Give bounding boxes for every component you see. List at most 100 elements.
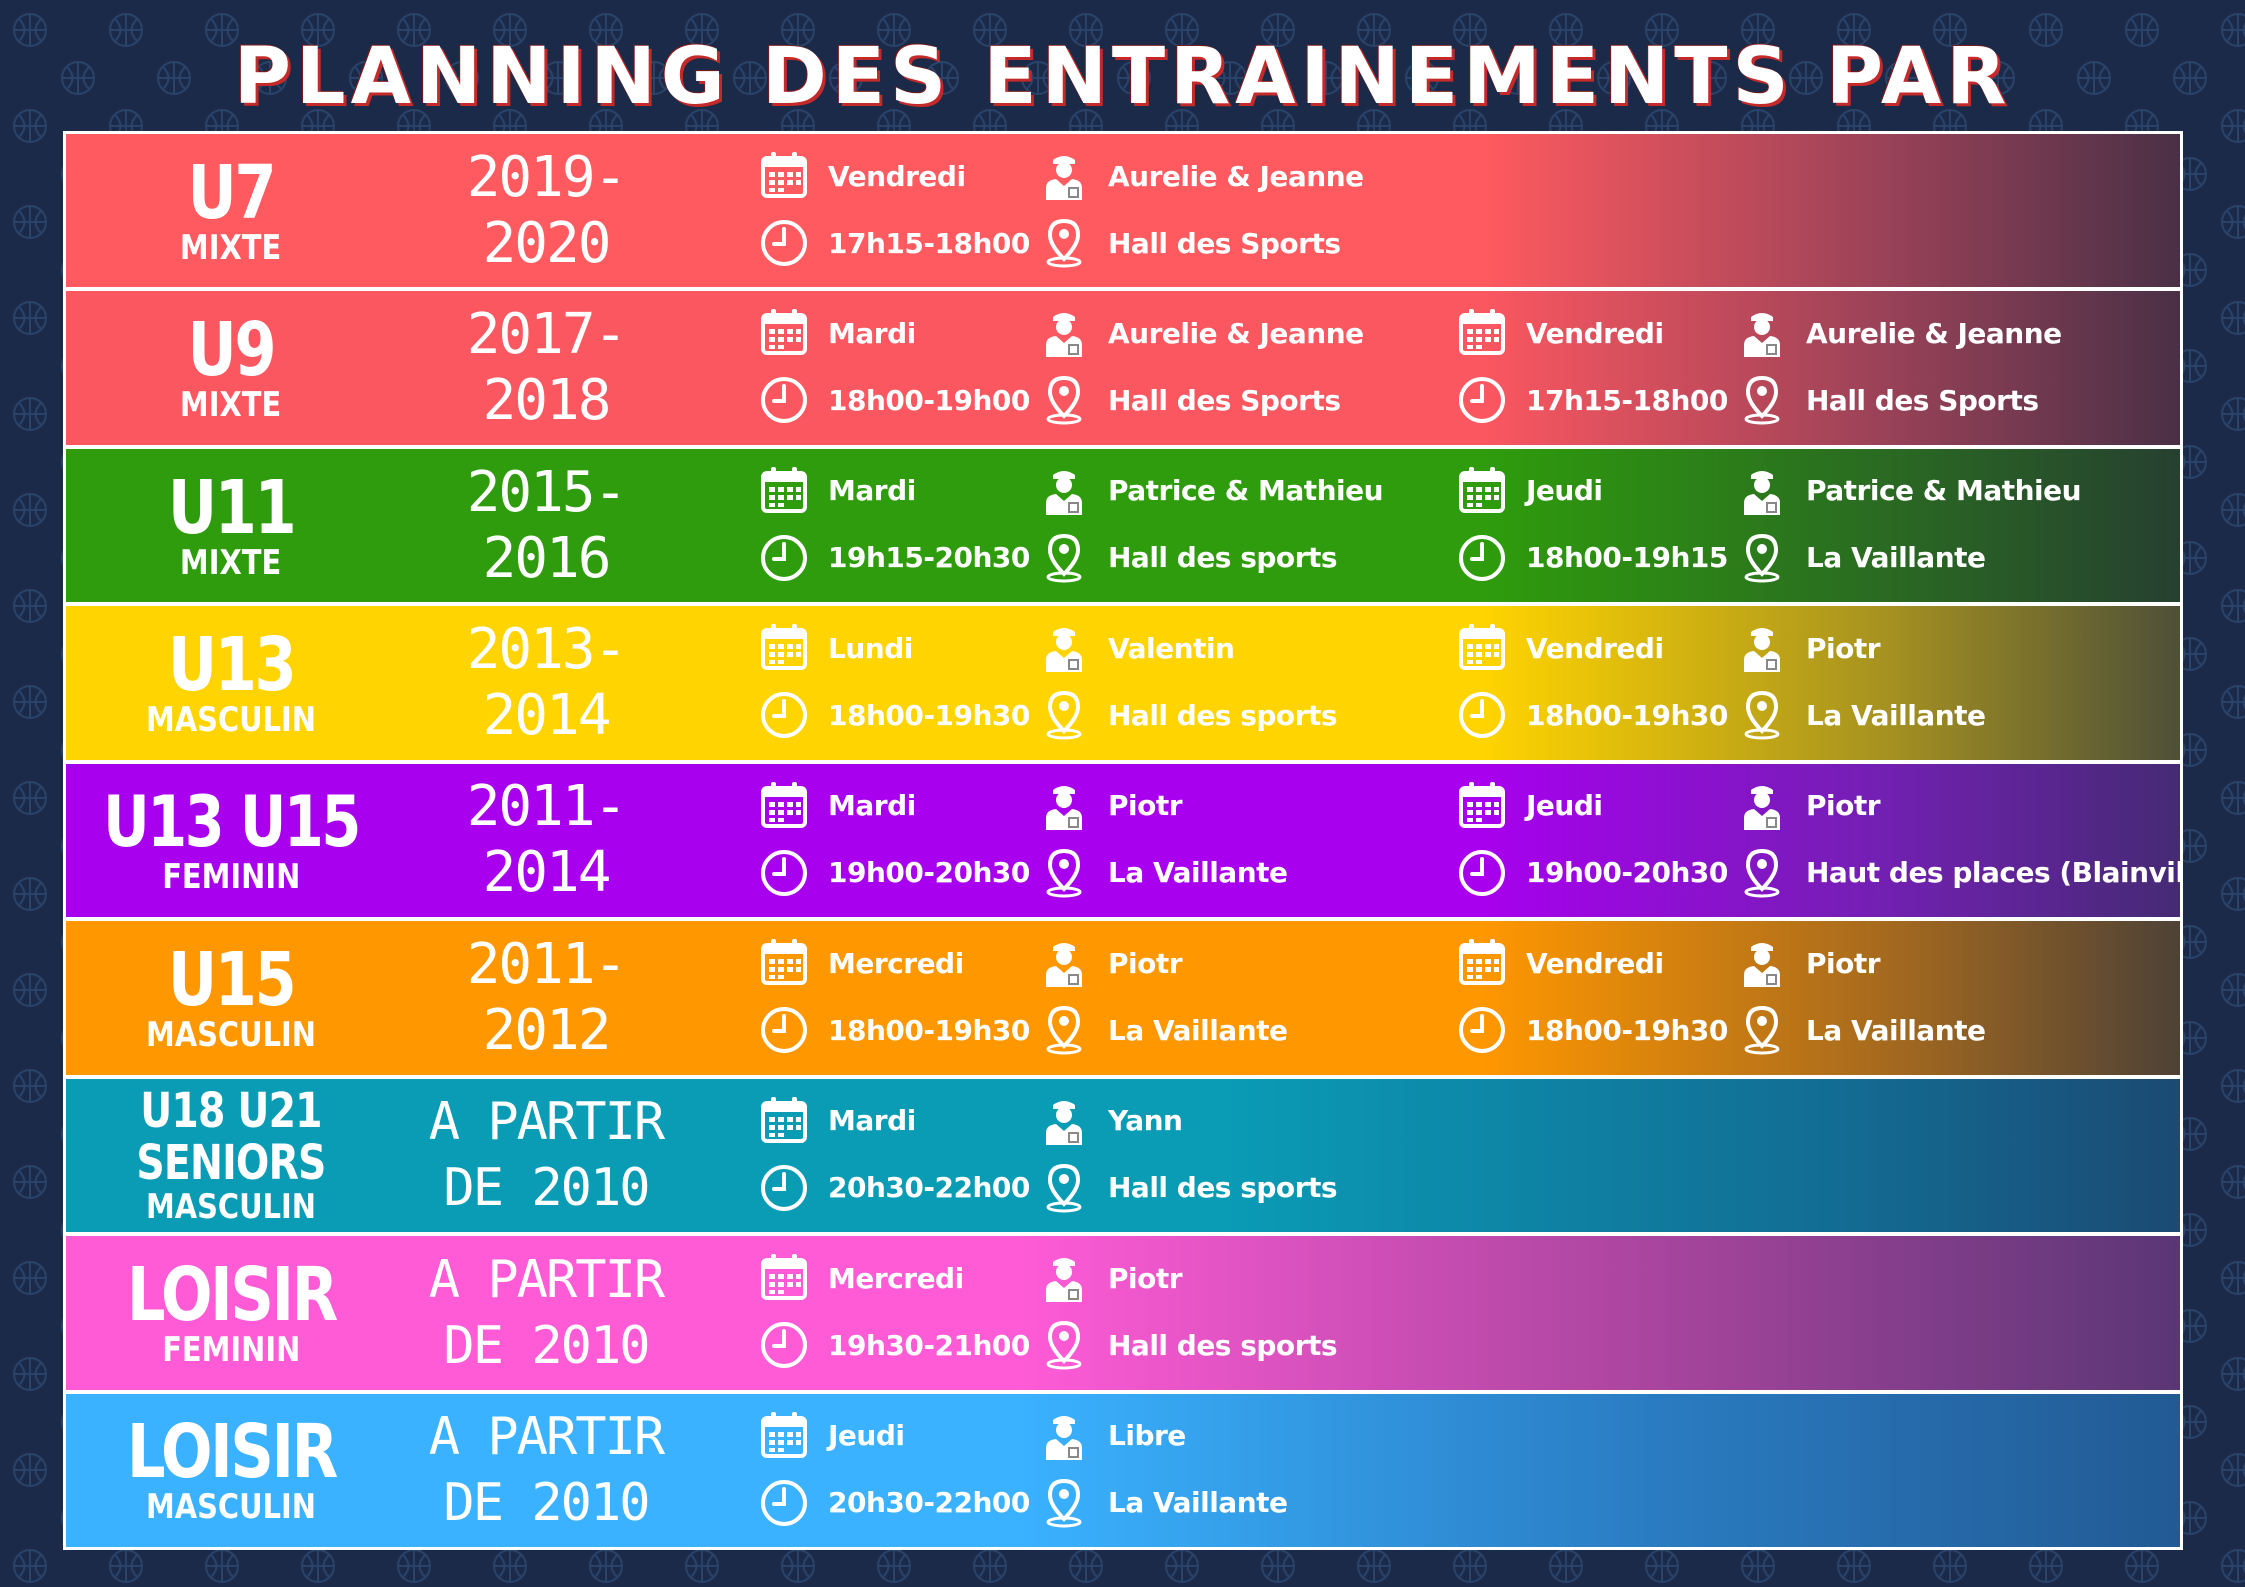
clock-icon bbox=[758, 1319, 810, 1371]
location-pin-icon bbox=[1736, 689, 1788, 741]
session-time: 19h15-20h30 bbox=[758, 530, 1030, 586]
category-gender: MASCULIN bbox=[146, 1187, 316, 1228]
session-place: Hall des sports bbox=[1038, 687, 1338, 743]
session-time: 17h15-18h00 bbox=[1456, 372, 1728, 428]
coach-icon bbox=[1038, 937, 1090, 989]
category-name: U11 bbox=[167, 464, 297, 551]
birth-years: A PARTIR DE 2010 bbox=[428, 1249, 665, 1376]
session-day: Mardi bbox=[758, 463, 916, 519]
session-place: Hall des sports bbox=[1038, 1317, 1338, 1373]
coach-icon bbox=[1038, 465, 1090, 517]
location-pin-icon bbox=[1038, 689, 1090, 741]
category-gender: FEMININ bbox=[161, 857, 301, 898]
session-1: Mercredi 19h30-21h00 Piotr Hall des spor… bbox=[758, 1236, 1438, 1389]
coach-icon bbox=[1038, 1410, 1090, 1462]
calendar-icon bbox=[758, 150, 810, 202]
session-time: 18h00-19h30 bbox=[1456, 687, 1728, 743]
clock-icon bbox=[1456, 1004, 1508, 1056]
clock-icon bbox=[1456, 532, 1508, 584]
category-row-u13: U13 MASCULIN 2013-2014 Lundi 18h00-19h30… bbox=[66, 606, 2180, 764]
clock-icon bbox=[758, 217, 810, 269]
session-day: Mardi bbox=[758, 305, 916, 361]
session-coach: Valentin bbox=[1038, 620, 1235, 676]
session-2: Jeudi 19h00-20h30 Piotr Haut des places … bbox=[1456, 764, 2180, 917]
session-time: 18h00-19h15 bbox=[1456, 530, 1728, 586]
session-place: Hall des Sports bbox=[1038, 372, 1341, 428]
location-pin-icon bbox=[1038, 374, 1090, 426]
birth-years: 2017-2018 bbox=[466, 302, 628, 434]
session-coach: Yann bbox=[1038, 1093, 1183, 1149]
session-place: Haut des places (Blainville) bbox=[1736, 845, 2180, 901]
category-row-u15: U15 MASCULIN 2011-2012 Mercredi 18h00-19… bbox=[66, 921, 2180, 1079]
session-coach: Piotr bbox=[1038, 778, 1183, 834]
session-time: 20h30-22h00 bbox=[758, 1475, 1030, 1531]
session-1: Mercredi 18h00-19h30 Piotr La Vaillante bbox=[758, 921, 1438, 1074]
session-place: Hall des sports bbox=[1038, 530, 1338, 586]
session-coach: Piotr bbox=[1736, 620, 1881, 676]
session-2: Vendredi 18h00-19h30 Piotr La Vaillante bbox=[1456, 921, 2136, 1074]
location-pin-icon bbox=[1038, 1004, 1090, 1056]
coach-icon bbox=[1038, 307, 1090, 359]
category-gender: MASCULIN bbox=[146, 1014, 316, 1055]
category-label: U13 U15 FEMININ bbox=[66, 764, 396, 917]
session-coach: Patrice & Mathieu bbox=[1038, 463, 1384, 519]
session-coach: Piotr bbox=[1736, 935, 1881, 991]
clock-icon bbox=[758, 1162, 810, 1214]
birth-years: 2015-2016 bbox=[466, 459, 628, 591]
birth-years: A PARTIR DE 2010 bbox=[428, 1407, 665, 1534]
category-label: U15 MASCULIN bbox=[66, 921, 396, 1074]
session-coach: Piotr bbox=[1736, 778, 1881, 834]
session-day: Mardi bbox=[758, 778, 916, 834]
coach-icon bbox=[1038, 1252, 1090, 1304]
page-title: PLANNING DES ENTRAINEMENTS PAR CATEGORIE bbox=[233, 32, 2012, 232]
category-name: U18 U21 SENIORS bbox=[136, 1083, 326, 1192]
category-gender: MIXTE bbox=[180, 227, 282, 268]
location-pin-icon bbox=[1038, 1162, 1090, 1214]
calendar-icon bbox=[758, 1095, 810, 1147]
session-place: La Vaillante bbox=[1038, 1475, 1288, 1531]
location-pin-icon bbox=[1736, 1004, 1788, 1056]
category-row-u7: U7 MIXTE 2019-2020 Vendredi 17h15-18h00 … bbox=[66, 134, 2180, 292]
category-row-loisir-masculin: LOISIR MASCULIN A PARTIR DE 2010 Jeudi 20… bbox=[66, 1393, 2180, 1547]
category-label: U11 MIXTE bbox=[66, 449, 396, 602]
location-pin-icon bbox=[1038, 1319, 1090, 1371]
category-label: U18 U21 SENIORS MASCULIN bbox=[66, 1079, 396, 1232]
session-time: 18h00-19h30 bbox=[1456, 1002, 1728, 1058]
coach-icon bbox=[1038, 150, 1090, 202]
session-1: Mardi 19h15-20h30 Patrice & Mathieu Hall… bbox=[758, 449, 1438, 602]
session-day: Vendredi bbox=[758, 148, 966, 204]
category-row-u18-u21-seniors: U18 U21 SENIORS MASCULIN A PARTIR DE 2010… bbox=[66, 1078, 2180, 1237]
category-gender: MASCULIN bbox=[146, 1487, 316, 1528]
session-1: Vendredi 17h15-18h00 Aurelie & Jeanne Ha… bbox=[758, 134, 1438, 287]
calendar-icon bbox=[758, 780, 810, 832]
session-2: Jeudi 18h00-19h15 Patrice & Mathieu La V… bbox=[1456, 449, 2136, 602]
session-place: Hall des Sports bbox=[1038, 215, 1341, 271]
clock-icon bbox=[758, 532, 810, 584]
category-name: U15 bbox=[167, 936, 297, 1023]
session-coach: Aurelie & Jeanne bbox=[1736, 305, 2062, 361]
session-time: 18h00-19h30 bbox=[758, 1002, 1030, 1058]
category-gender: FEMININ bbox=[161, 1329, 301, 1370]
session-place: La Vaillante bbox=[1736, 687, 1986, 743]
calendar-icon bbox=[1456, 465, 1508, 517]
session-2: Vendredi 17h15-18h00 Aurelie & Jeanne Ha… bbox=[1456, 291, 2136, 444]
calendar-icon bbox=[758, 465, 810, 517]
session-1: Lundi 18h00-19h30 Valentin Hall des spor… bbox=[758, 606, 1438, 759]
location-pin-icon bbox=[1736, 532, 1788, 584]
category-label: LOISIR FEMININ bbox=[66, 1236, 396, 1389]
session-2: Vendredi 18h00-19h30 Piotr La Vaillante bbox=[1456, 606, 2136, 759]
calendar-icon bbox=[1456, 780, 1508, 832]
clock-icon bbox=[758, 1477, 810, 1529]
location-pin-icon bbox=[1736, 847, 1788, 899]
clock-icon bbox=[758, 689, 810, 741]
session-day: Jeudi bbox=[1456, 463, 1603, 519]
session-day: Mercredi bbox=[758, 1250, 964, 1306]
coach-icon bbox=[1736, 780, 1788, 832]
session-place: La Vaillante bbox=[1736, 530, 1986, 586]
session-coach: Piotr bbox=[1038, 935, 1183, 991]
session-place: La Vaillante bbox=[1038, 845, 1288, 901]
calendar-icon bbox=[758, 1410, 810, 1462]
category-gender: MIXTE bbox=[180, 542, 282, 583]
session-coach: Aurelie & Jeanne bbox=[1038, 305, 1364, 361]
category-label: LOISIR MASCULIN bbox=[66, 1394, 396, 1547]
